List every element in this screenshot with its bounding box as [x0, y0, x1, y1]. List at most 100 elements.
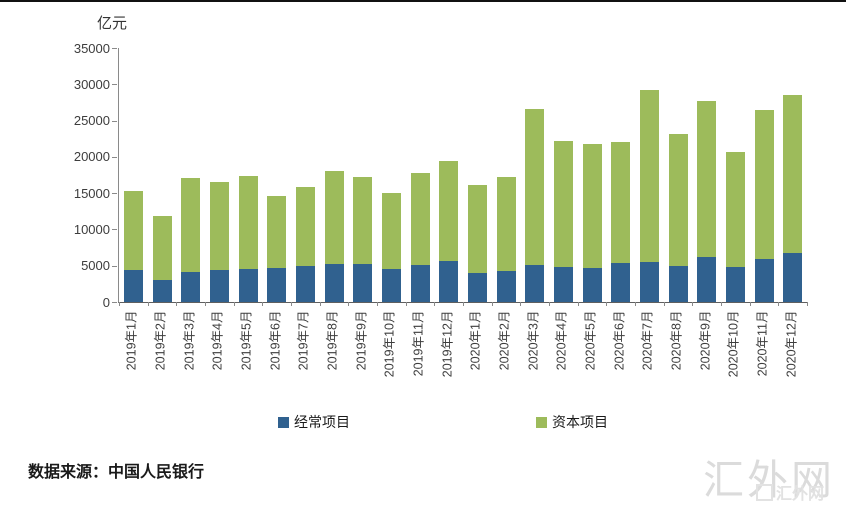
bar-slot [463, 48, 492, 302]
stacked-bar [295, 186, 315, 302]
stacked-bar [668, 134, 688, 302]
x-tick-label: 2020年6月 [612, 310, 627, 371]
bar-segment [639, 90, 659, 262]
x-tick-label: 2020年10月 [726, 310, 741, 378]
bar-segment [439, 261, 459, 302]
x-tick-mark [577, 302, 579, 306]
bar-slot [492, 48, 521, 302]
bar-segment [525, 108, 545, 265]
bar-segment [209, 182, 229, 271]
y-tick-label: 20000 [73, 149, 110, 165]
stacked-bar [725, 152, 745, 302]
bar-segment [267, 196, 287, 268]
bar-segment [496, 177, 516, 271]
bar-segment [467, 273, 487, 302]
x-tick-label: 2019年4月 [210, 310, 225, 371]
stacked-bar [209, 182, 229, 302]
stacked-bar [496, 177, 516, 302]
top-border-line [0, 0, 846, 2]
stacked-bar [410, 172, 430, 302]
stacked-bar [467, 185, 487, 302]
bar-segment [668, 134, 688, 267]
x-tick-mark [319, 302, 321, 306]
bar-segment [152, 215, 172, 280]
bar-segment [697, 257, 717, 302]
x-tick-label: 2019年8月 [325, 310, 340, 371]
bar-segment [381, 269, 401, 302]
x-tick-label: 2019年12月 [440, 310, 455, 378]
bar-segment [410, 265, 430, 302]
bar-segment [611, 142, 631, 264]
y-tick-label: 30000 [73, 76, 110, 92]
bar-segment [295, 186, 315, 267]
y-tick-mark [112, 229, 117, 231]
watermark-logo: 汇外网 [756, 480, 824, 504]
x-tick-label: 2020年5月 [583, 310, 598, 371]
bar-segment [324, 264, 344, 302]
bar-slot [692, 48, 721, 302]
x-tick-mark [119, 302, 120, 306]
x-tick-mark [721, 302, 722, 306]
bar-segment [181, 271, 201, 302]
bar-segment [381, 193, 401, 269]
x-tick-label: 2020年12月 [784, 310, 799, 378]
stacked-bar [439, 161, 459, 302]
y-tick-label: 5000 [81, 258, 110, 274]
stacked-bar [324, 171, 344, 302]
x-tick-mark [692, 302, 694, 306]
bar-slot [148, 48, 177, 302]
bar-slot [320, 48, 349, 302]
bar-segment [611, 263, 631, 302]
legend-item-current-account: 经常项目 [278, 412, 350, 432]
bar-slot [406, 48, 435, 302]
current-account-swatch-icon [278, 416, 289, 428]
bar-segment [697, 101, 717, 257]
stacked-bar [181, 177, 201, 302]
bar-segment [525, 265, 545, 302]
stacked-bar [123, 191, 143, 302]
x-tick-mark [491, 302, 493, 306]
x-tick-label: 2019年1月 [124, 310, 139, 371]
x-tick-label: 2020年2月 [497, 310, 512, 371]
legend-item-capital-account: 资本项目 [536, 412, 608, 432]
x-tick-mark [520, 302, 522, 306]
bar-segment [353, 176, 373, 264]
stacked-bar [152, 215, 172, 302]
bar-segment [725, 266, 745, 302]
bar-segment [238, 176, 258, 270]
y-tick-label: 0 [102, 294, 110, 310]
bar-segment [582, 267, 602, 302]
x-tick-label: 2019年9月 [354, 310, 369, 371]
x-tick-label: 2020年3月 [526, 310, 541, 371]
bar-segment [668, 266, 688, 302]
stacked-bar [754, 110, 774, 302]
stacked-bar [267, 196, 287, 302]
stacked-bar [611, 142, 631, 302]
x-tick-label: 2019年2月 [153, 310, 168, 371]
x-tick-mark [807, 302, 808, 306]
bar-segment [439, 161, 459, 261]
y-axis-unit-label: 亿元 [97, 15, 128, 32]
bar-slot [205, 48, 234, 302]
bar-segment [238, 269, 258, 302]
legend-label-capital-account: 资本项目 [552, 414, 608, 430]
x-tick-mark [749, 302, 751, 306]
x-tick-label: 2020年11月 [755, 310, 770, 377]
watermark-text: 汇外网 [703, 457, 835, 503]
x-tick-label: 2020年4月 [554, 310, 569, 371]
x-tick-mark [377, 302, 378, 306]
x-tick-mark [348, 302, 350, 306]
bar-segment [639, 261, 659, 302]
bar-segment [209, 270, 229, 302]
bar-segment [123, 270, 143, 302]
bar-segment [783, 95, 803, 253]
chart-legend: 经常项目 资本项目 [0, 412, 846, 432]
bar-slot [377, 48, 406, 302]
x-tick-mark [147, 302, 149, 306]
bar-slot [635, 48, 664, 302]
x-tick-mark [262, 302, 264, 306]
y-tick-mark [112, 156, 117, 158]
bar-segment [553, 267, 573, 302]
bar-segment [754, 110, 774, 259]
